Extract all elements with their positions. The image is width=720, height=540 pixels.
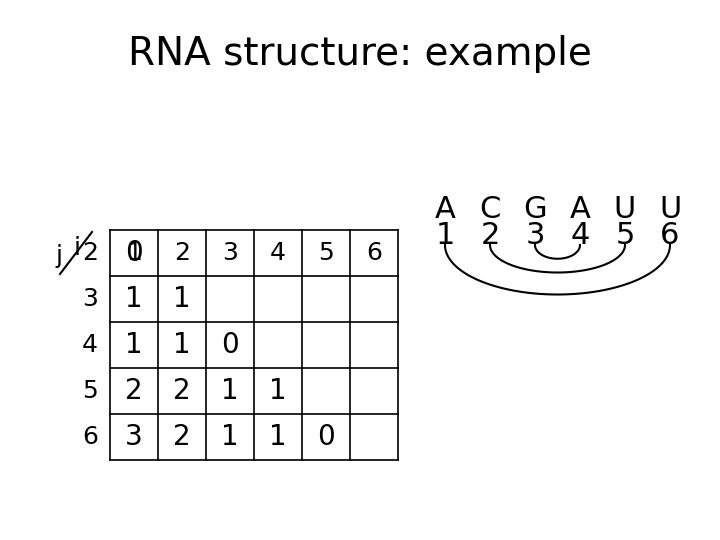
Text: 0: 0 — [221, 331, 239, 359]
Text: 2: 2 — [82, 241, 98, 265]
Text: 4: 4 — [82, 333, 98, 357]
Text: 4: 4 — [270, 241, 286, 265]
Text: 0: 0 — [317, 423, 335, 451]
Text: C: C — [480, 195, 500, 225]
Text: 1: 1 — [125, 285, 143, 313]
Text: RNA structure: example: RNA structure: example — [128, 35, 592, 73]
Text: 1: 1 — [269, 377, 287, 405]
Text: 4: 4 — [570, 220, 590, 249]
Text: A: A — [570, 195, 590, 225]
Text: 2: 2 — [174, 241, 190, 265]
Text: 2: 2 — [480, 220, 500, 249]
Text: U: U — [659, 195, 681, 225]
Text: 2: 2 — [125, 377, 143, 405]
Text: 3: 3 — [526, 220, 545, 249]
Text: U: U — [614, 195, 636, 225]
Text: 6: 6 — [660, 220, 680, 249]
Text: 1: 1 — [174, 285, 191, 313]
Text: 1: 1 — [125, 331, 143, 359]
Text: 5: 5 — [616, 220, 635, 249]
Text: A: A — [435, 195, 456, 225]
Text: 1: 1 — [436, 220, 455, 249]
Text: 6: 6 — [82, 425, 98, 449]
Text: i: i — [74, 236, 81, 260]
Text: 2: 2 — [174, 377, 191, 405]
Text: j: j — [55, 244, 62, 268]
Text: 2: 2 — [174, 423, 191, 451]
Text: 1: 1 — [221, 423, 239, 451]
Text: 5: 5 — [82, 379, 98, 403]
Text: 3: 3 — [82, 287, 98, 311]
Text: 6: 6 — [366, 241, 382, 265]
Text: 1: 1 — [126, 241, 142, 265]
Text: 1: 1 — [174, 331, 191, 359]
Text: G: G — [523, 195, 546, 225]
Text: 1: 1 — [221, 377, 239, 405]
Text: 0: 0 — [125, 239, 143, 267]
Text: 1: 1 — [269, 423, 287, 451]
Text: 5: 5 — [318, 241, 334, 265]
Text: 3: 3 — [222, 241, 238, 265]
Text: 3: 3 — [125, 423, 143, 451]
